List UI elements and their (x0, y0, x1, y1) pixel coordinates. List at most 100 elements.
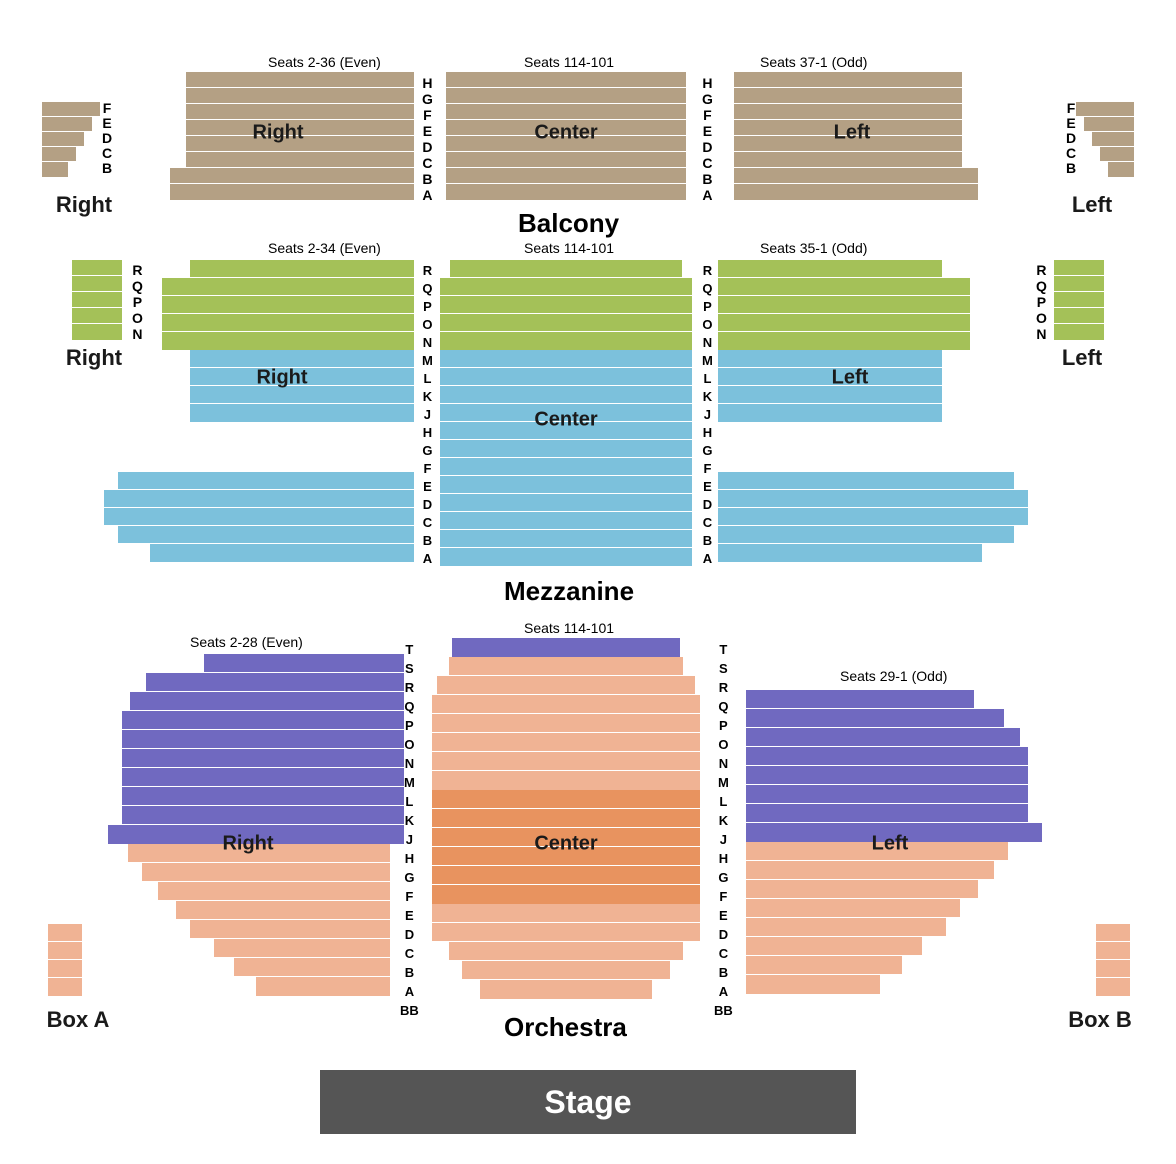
seat-row[interactable] (158, 882, 390, 901)
seat-row[interactable] (48, 924, 82, 942)
section-orch-left-o[interactable] (746, 842, 1008, 994)
seat-row[interactable] (190, 404, 414, 422)
section-orch-center-u[interactable] (432, 657, 700, 790)
seat-row[interactable] (118, 526, 414, 544)
seat-row[interactable] (718, 278, 970, 296)
seat-row[interactable] (746, 690, 974, 709)
seat-row[interactable] (1054, 324, 1104, 340)
seat-row[interactable] (718, 508, 1028, 526)
section-mezz-center-u[interactable] (440, 260, 692, 350)
section-orch-left-p[interactable] (746, 690, 1042, 842)
seat-row[interactable] (234, 958, 390, 977)
seat-row[interactable] (746, 880, 978, 899)
seat-row[interactable] (440, 314, 692, 332)
section-orch-center-t[interactable] (452, 638, 680, 657)
section-mezz-right-l2[interactable] (104, 472, 414, 562)
seat-row[interactable] (446, 152, 686, 168)
seat-row[interactable] (746, 956, 902, 975)
seat-row[interactable] (440, 386, 692, 404)
section-mezz-left-l2[interactable] (718, 472, 1028, 562)
section-mezz-left-box[interactable] (1054, 260, 1104, 340)
seat-row[interactable] (72, 308, 122, 324)
seat-row[interactable] (718, 350, 942, 368)
seat-row[interactable] (746, 918, 946, 937)
seat-row[interactable] (1096, 924, 1130, 942)
seat-row[interactable] (162, 278, 414, 296)
seat-row[interactable] (718, 472, 1014, 490)
seat-row[interactable] (42, 117, 92, 132)
seat-row[interactable] (734, 184, 978, 200)
seat-row[interactable] (734, 88, 962, 104)
seat-row[interactable] (446, 72, 686, 88)
seat-row[interactable] (72, 292, 122, 308)
seat-row[interactable] (432, 752, 700, 771)
seat-row[interactable] (718, 490, 1028, 508)
section-box-a[interactable] (48, 924, 82, 996)
seat-row[interactable] (746, 766, 1028, 785)
seat-row[interactable] (432, 923, 700, 942)
seat-row[interactable] (48, 942, 82, 960)
seat-row[interactable] (122, 711, 404, 730)
seat-row[interactable] (432, 714, 700, 733)
seat-row[interactable] (1084, 117, 1134, 132)
seat-row[interactable] (146, 673, 404, 692)
seat-row[interactable] (432, 771, 700, 790)
seat-row[interactable] (48, 960, 82, 978)
seat-row[interactable] (204, 654, 404, 673)
section-bal-left-box[interactable] (1076, 102, 1134, 177)
seat-row[interactable] (462, 961, 670, 980)
seat-row[interactable] (122, 749, 404, 768)
seat-row[interactable] (256, 977, 390, 996)
section-orch-right-o[interactable] (128, 844, 390, 996)
seat-row[interactable] (718, 386, 942, 404)
seat-row[interactable] (440, 512, 692, 530)
seat-row[interactable] (440, 368, 692, 386)
seat-row[interactable] (72, 276, 122, 292)
section-mezz-right-box[interactable] (72, 260, 122, 340)
seat-row[interactable] (122, 806, 404, 825)
seat-row[interactable] (1054, 292, 1104, 308)
seat-row[interactable] (1054, 260, 1104, 276)
seat-row[interactable] (1054, 276, 1104, 292)
seat-row[interactable] (42, 147, 76, 162)
seat-row[interactable] (449, 942, 683, 961)
seat-row[interactable] (746, 785, 1028, 804)
seat-row[interactable] (186, 104, 414, 120)
seat-row[interactable] (718, 544, 982, 562)
seat-row[interactable] (122, 730, 404, 749)
seat-row[interactable] (186, 152, 414, 168)
seat-row[interactable] (130, 692, 404, 711)
seat-row[interactable] (48, 978, 82, 996)
seat-row[interactable] (440, 530, 692, 548)
seat-row[interactable] (437, 676, 695, 695)
seat-row[interactable] (746, 975, 880, 994)
seat-row[interactable] (162, 296, 414, 314)
seat-row[interactable] (446, 184, 686, 200)
seat-row[interactable] (186, 88, 414, 104)
seat-row[interactable] (104, 508, 414, 526)
seat-row[interactable] (432, 733, 700, 752)
seat-row[interactable] (480, 980, 652, 999)
seat-row[interactable] (170, 184, 414, 200)
section-mezz-left-u[interactable] (718, 260, 970, 350)
seat-row[interactable] (190, 920, 390, 939)
seat-row[interactable] (122, 768, 404, 787)
seat-row[interactable] (190, 350, 414, 368)
seat-row[interactable] (432, 866, 700, 885)
section-orch-center-b[interactable] (432, 904, 700, 999)
section-orch-right-p[interactable] (108, 654, 404, 844)
seat-row[interactable] (214, 939, 390, 958)
seat-row[interactable] (440, 548, 692, 566)
seat-row[interactable] (440, 476, 692, 494)
seat-row[interactable] (104, 490, 414, 508)
seat-row[interactable] (432, 809, 700, 828)
seat-row[interactable] (446, 168, 686, 184)
seat-row[interactable] (734, 152, 962, 168)
seat-row[interactable] (718, 526, 1014, 544)
seat-row[interactable] (1108, 162, 1134, 177)
seat-row[interactable] (440, 332, 692, 350)
seat-row[interactable] (72, 324, 122, 340)
seat-row[interactable] (718, 332, 970, 350)
section-bal-right-box[interactable] (42, 102, 100, 177)
seat-row[interactable] (440, 296, 692, 314)
